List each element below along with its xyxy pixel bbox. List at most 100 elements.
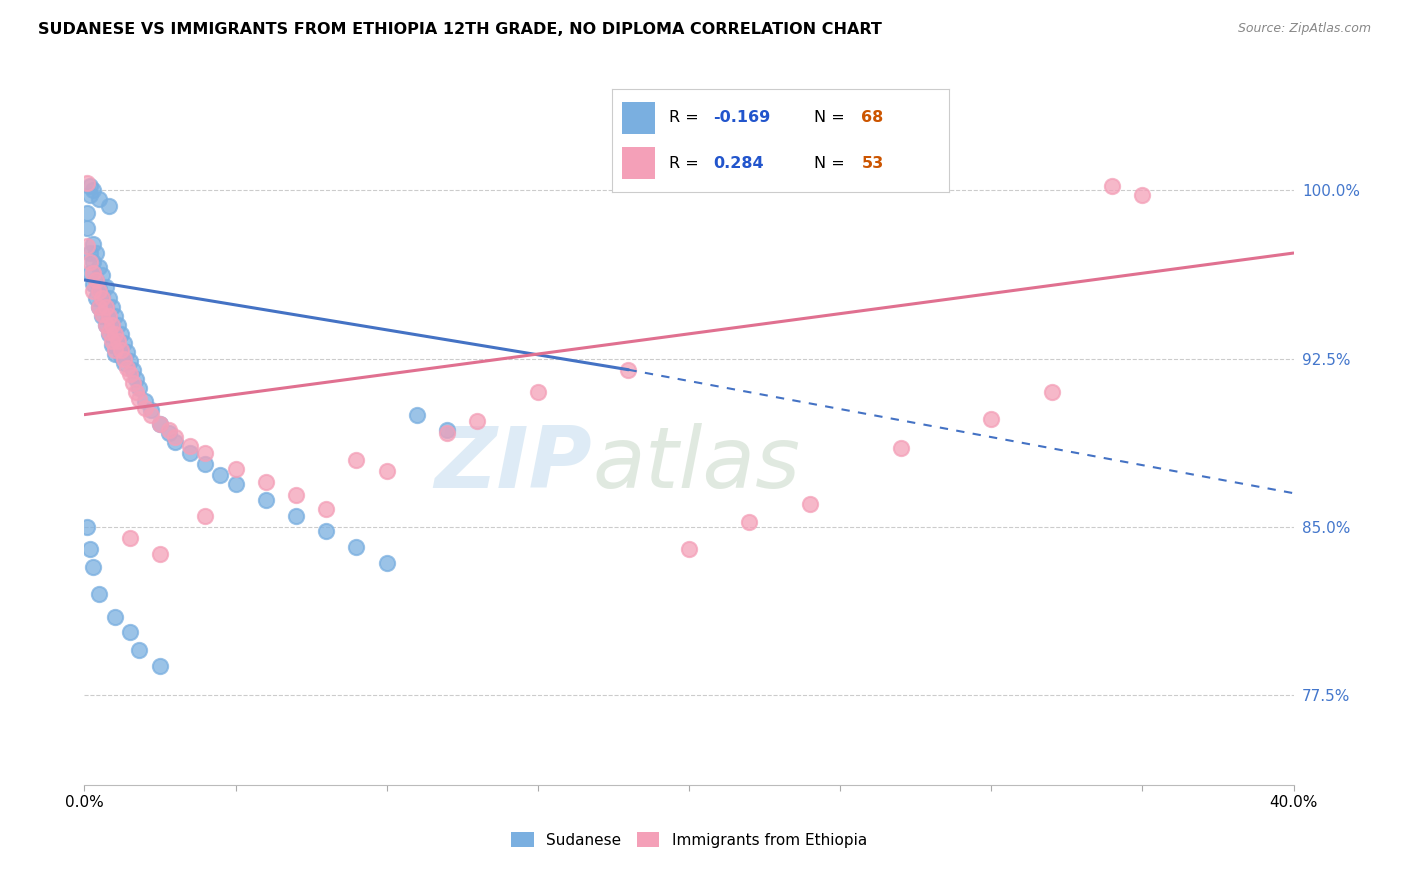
Point	[94, 300, 117, 314]
Point	[97, 309, 120, 323]
Text: N =: N =	[814, 111, 851, 126]
Point	[91, 291, 114, 305]
Point	[467, 414, 489, 428]
Point	[125, 385, 148, 400]
Point	[91, 288, 114, 302]
Point	[82, 560, 104, 574]
Point	[254, 475, 277, 489]
Point	[107, 318, 129, 332]
Point	[799, 497, 821, 511]
Text: -0.169: -0.169	[713, 111, 770, 126]
Point	[107, 334, 129, 348]
Point	[118, 353, 141, 368]
Point	[97, 325, 120, 339]
Point	[617, 363, 640, 377]
Point	[128, 381, 150, 395]
Point	[128, 392, 150, 406]
Point	[76, 239, 98, 253]
Point	[112, 335, 135, 350]
Point	[149, 659, 172, 673]
Point	[165, 434, 187, 449]
Point	[76, 205, 98, 219]
Point	[82, 266, 104, 280]
Point	[110, 343, 132, 357]
Point	[285, 488, 308, 502]
Point	[97, 311, 120, 326]
Point	[79, 187, 101, 202]
Point	[179, 446, 201, 460]
Point	[110, 326, 132, 341]
Point	[107, 340, 129, 354]
Point	[118, 531, 141, 545]
Point	[980, 412, 1002, 426]
Point	[121, 363, 143, 377]
Point	[89, 282, 111, 296]
Point	[346, 540, 368, 554]
Bar	[621, 102, 655, 135]
Point	[139, 403, 162, 417]
Point	[527, 385, 550, 400]
Text: 0.284: 0.284	[713, 155, 763, 170]
Point	[104, 309, 127, 323]
Point	[225, 461, 247, 475]
Point	[254, 492, 277, 507]
Point	[1101, 178, 1123, 193]
Point	[1040, 385, 1063, 400]
Point	[115, 360, 138, 375]
Point	[134, 401, 156, 415]
Point	[82, 277, 104, 292]
Point	[194, 457, 217, 471]
Point	[285, 508, 308, 523]
Point	[315, 524, 337, 539]
Point	[79, 246, 101, 260]
Point	[82, 284, 104, 298]
Point	[104, 329, 127, 343]
Point	[94, 300, 117, 314]
Point	[100, 300, 122, 314]
Point	[79, 266, 101, 280]
Point	[157, 425, 180, 440]
Point	[100, 320, 122, 334]
Point	[149, 417, 172, 431]
Point	[97, 199, 120, 213]
Point	[194, 446, 217, 460]
Point	[100, 334, 122, 348]
Point	[315, 502, 337, 516]
Point	[82, 183, 104, 197]
Point	[194, 508, 217, 523]
Point	[79, 255, 101, 269]
Point	[225, 477, 247, 491]
Point	[89, 192, 111, 206]
Point	[139, 408, 162, 422]
Point	[436, 425, 458, 440]
Point	[115, 344, 138, 359]
Point	[86, 291, 108, 305]
Point	[86, 273, 108, 287]
Point	[104, 347, 127, 361]
Point	[110, 349, 132, 363]
Point	[91, 268, 114, 283]
Point	[97, 326, 120, 341]
Point	[118, 625, 141, 640]
Point	[100, 338, 122, 352]
Point	[91, 307, 114, 321]
Point	[89, 284, 111, 298]
Point	[89, 300, 111, 314]
Point	[112, 356, 135, 370]
Point	[738, 516, 761, 530]
Point	[76, 520, 98, 534]
Point	[104, 343, 127, 357]
Point	[157, 423, 180, 437]
Point	[375, 464, 398, 478]
Point	[79, 178, 101, 193]
Text: 68: 68	[862, 111, 883, 126]
Text: atlas: atlas	[592, 424, 800, 507]
Point	[149, 417, 172, 431]
Point	[149, 547, 172, 561]
Point	[104, 609, 127, 624]
Text: 53: 53	[862, 155, 883, 170]
Point	[104, 326, 127, 341]
Point	[76, 177, 98, 191]
Point	[94, 318, 117, 332]
Point	[346, 452, 368, 467]
